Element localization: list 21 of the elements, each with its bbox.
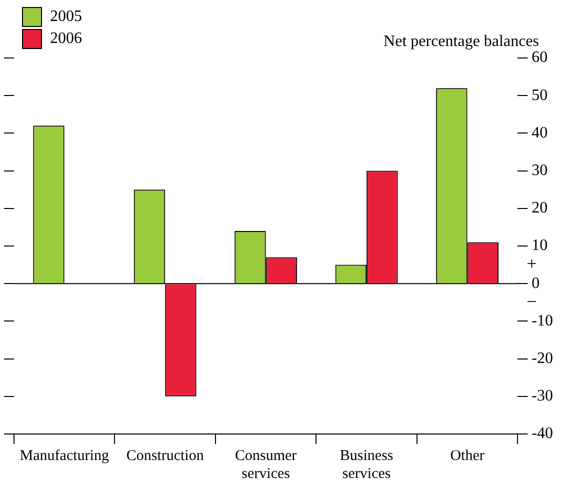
text: + xyxy=(526,253,537,274)
y-tick-label: 50 xyxy=(532,86,548,104)
x-tick-label: Business services xyxy=(340,448,394,482)
y-tick-label: -30 xyxy=(532,388,553,405)
y-axis-title: Net percentage balances xyxy=(384,33,539,50)
legend-label: 2005 xyxy=(50,8,82,26)
x-tick-label: Consumer services xyxy=(235,448,297,482)
y-tick-label: -20 xyxy=(532,350,553,368)
x-tick-label: Manufacturing xyxy=(20,448,110,464)
x-tick-label: Other xyxy=(450,448,484,464)
y-tick-label: 40 xyxy=(532,124,548,142)
legend-label: 2006 xyxy=(50,30,82,48)
y-tick-label: 10 xyxy=(532,237,548,254)
text: − xyxy=(526,291,537,312)
y-tick-label: -10 xyxy=(532,312,553,330)
y-tick-label: 0 xyxy=(532,274,540,292)
y-tick-label: 60 xyxy=(532,49,548,66)
y-tick-label: 30 xyxy=(532,162,548,180)
y-tick-label: -40 xyxy=(532,425,553,442)
x-tick-label: Construction xyxy=(126,448,204,464)
y-tick-label: 20 xyxy=(532,200,548,217)
